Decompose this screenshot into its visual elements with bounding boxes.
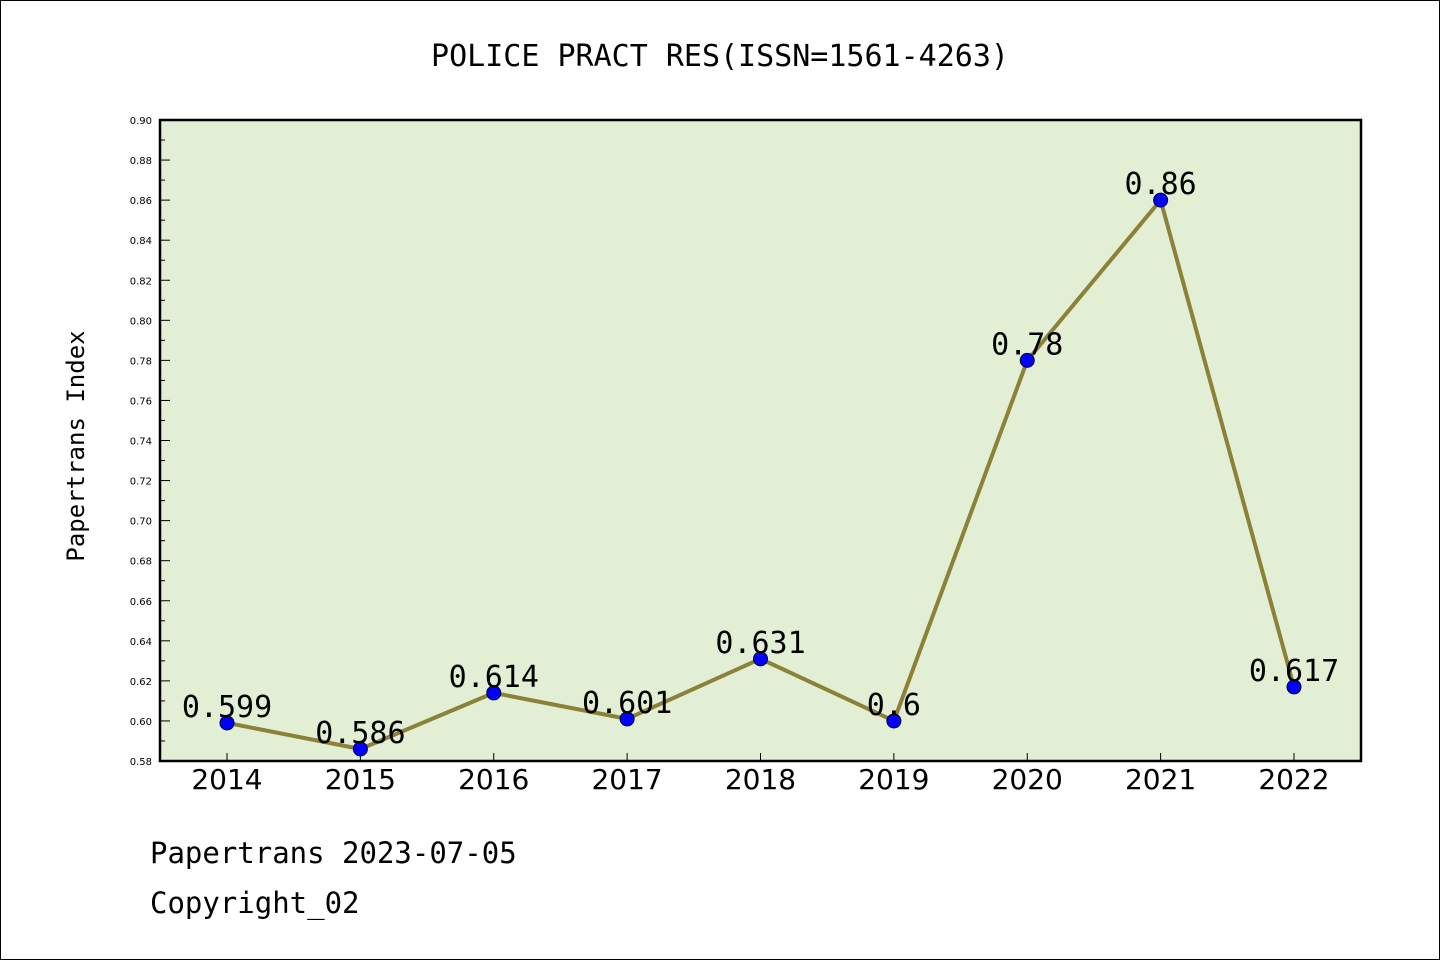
data-point	[1286, 679, 1302, 695]
y-tick-label: 0.58	[130, 757, 152, 768]
data-label: 0.6	[867, 688, 921, 723]
data-point	[886, 713, 902, 729]
y-tick-label: 0.80	[130, 316, 152, 327]
footer-copyright: Copyright_02	[150, 886, 360, 920]
y-tick-label: 0.86	[130, 196, 152, 207]
data-point	[219, 715, 235, 731]
x-tick-label: 2015	[325, 763, 396, 796]
x-tick-label: 2018	[725, 763, 796, 796]
plot-border	[158, 118, 1363, 763]
data-label: 0.586	[315, 716, 405, 751]
y-tick-label: 0.60	[130, 717, 152, 728]
data-point	[753, 651, 768, 667]
data-label: 0.617	[1249, 654, 1339, 689]
y-tick-label: 0.84	[130, 236, 152, 247]
y-tick-label: 0.74	[130, 437, 152, 448]
data-label: 0.614	[449, 660, 539, 695]
y-tick-label: 0.88	[130, 156, 152, 167]
x-tick-label: 2020	[992, 763, 1063, 796]
data-labels: 0.599 0.586 0.614 0.601 0.631 0.6 0.78 0.86 0.61…	[182, 167, 1339, 751]
y-axis-label: Papertrans Index	[62, 330, 90, 561]
data-point	[1019, 352, 1035, 368]
y-tick-label: 0.76	[130, 396, 152, 407]
chart-title: POLICE PRACT RES(ISSN=1561-4263)	[431, 39, 1009, 74]
data-markers	[219, 192, 1302, 757]
y-tick-label: 0.68	[130, 557, 152, 568]
y-tick-label: 0.70	[130, 517, 152, 528]
y-tick-label: 0.90	[130, 116, 152, 127]
x-tick-label: 2019	[858, 763, 929, 796]
y-tick-label: 0.78	[130, 356, 152, 367]
footer-date: Papertrans 2023-07-05	[150, 836, 517, 870]
data-point	[1153, 192, 1169, 208]
y-tick-label: 0.64	[130, 637, 152, 648]
x-tick-label: 2014	[191, 763, 262, 796]
x-tick-label: 2022	[1258, 763, 1329, 796]
data-point	[619, 711, 635, 727]
data-label: 0.78	[991, 327, 1063, 362]
data-label: 0.601	[582, 686, 672, 721]
x-tick-label: 2017	[591, 763, 662, 796]
y-tick-label: 0.82	[130, 276, 152, 287]
x-axis: 2014 2015 2016 2017 2018 2019 2020 2021 2022	[191, 753, 1330, 796]
y-tick-label: 0.66	[130, 597, 152, 608]
x-tick-label: 2021	[1125, 763, 1196, 796]
data-label: 0.599	[182, 690, 272, 725]
y-tick-label: 0.62	[130, 677, 152, 688]
data-label: 0.86	[1125, 167, 1197, 202]
data-label: 0.631	[715, 626, 805, 661]
data-point	[352, 741, 368, 757]
data-point	[486, 685, 502, 701]
x-tick-label: 2016	[458, 763, 529, 796]
y-tick-label: 0.72	[130, 477, 152, 488]
